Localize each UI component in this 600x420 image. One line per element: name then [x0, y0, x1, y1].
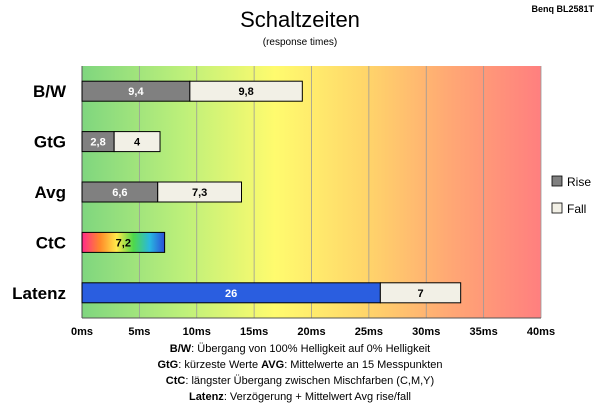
footnote-line: GtG: kürzeste Werte AVG: Mittelwerte an …	[157, 359, 442, 371]
bar-fall	[113, 131, 161, 153]
category-label: Latenz	[12, 284, 66, 303]
data-label-rise: 26	[225, 288, 237, 300]
data-label-rise: 9,4	[128, 86, 144, 98]
footnote-key: CtC	[166, 375, 186, 387]
x-tick-label: 10ms	[183, 326, 211, 338]
footnote-text: : Übergang von 100% Helligkeit auf 0% He…	[191, 343, 430, 355]
legend-label-rise: Rise	[567, 175, 591, 189]
data-label-fall: 9,8	[238, 86, 253, 98]
x-tick-label: 30ms	[412, 326, 440, 338]
legend-swatch-fall	[551, 202, 563, 214]
chart-title: Schaltzeiten	[240, 7, 360, 32]
category-label: Avg	[35, 183, 67, 202]
bar-fall	[189, 80, 303, 102]
footnote-line: Latenz: Verzögerung + Mittelwert Avg ris…	[189, 391, 411, 403]
data-label-rise: 7,2	[116, 237, 131, 249]
footnote-text: : Mittelwerte an 15 Messpunkten	[284, 359, 442, 371]
x-tick-label: 40ms	[527, 326, 555, 338]
x-tick-labels: 0ms 5ms 10ms 15ms 20ms 25ms 30ms 35ms 40ms	[71, 326, 555, 338]
chart-subtitle: (response times)	[263, 37, 337, 48]
category-labels: B/W GtG Avg CtC Latenz	[12, 82, 67, 303]
footnote-line: B/W: Übergang von 100% Helligkeit auf 0%…	[170, 343, 430, 355]
data-label-fall: 4	[134, 137, 141, 149]
x-tick-label: 15ms	[240, 326, 268, 338]
category-label: GtG	[34, 133, 66, 152]
footnote-key: Latenz	[189, 391, 224, 403]
footnote-line: CtC: längster Übergang zwischen Mischfar…	[166, 375, 434, 387]
bar-fall	[379, 282, 462, 304]
footnote-key: B/W	[170, 343, 192, 355]
footnote-text: : kürzeste Werte	[178, 359, 261, 371]
footnote-key: GtG	[157, 359, 178, 371]
footnote-text: : längster Übergang zwischen Mischfarben…	[185, 375, 434, 387]
legend: Rise Fall	[551, 175, 591, 216]
footnotes: B/W: Übergang von 100% Helligkeit auf 0%…	[157, 343, 442, 403]
data-label-fall: 7,3	[192, 187, 207, 199]
category-label: CtC	[36, 233, 66, 252]
data-label-fall: 7	[417, 288, 423, 300]
data-label-rise: 2,8	[90, 137, 105, 149]
footnote-key: AVG	[261, 359, 284, 371]
legend-swatch-rise	[551, 175, 563, 187]
legend-label-fall: Fall	[567, 202, 586, 216]
model-label: Benq BL2581T	[531, 4, 594, 14]
category-label: B/W	[33, 82, 67, 101]
footnote-text: : Verzögerung + Mittelwert Avg rise/fall	[224, 391, 411, 403]
bar-rise	[81, 231, 166, 253]
bars: 9,4 9,8 2,8 4 6,6 7,3 7,2 26 7	[81, 80, 462, 304]
data-label-rise: 6,6	[112, 187, 127, 199]
x-tick-label: 0ms	[71, 326, 93, 338]
x-tick-label: 20ms	[297, 326, 325, 338]
bar-fall	[157, 181, 243, 203]
x-tick-label: 35ms	[470, 326, 498, 338]
x-tick-label: 5ms	[128, 326, 150, 338]
x-tick-label: 25ms	[355, 326, 383, 338]
